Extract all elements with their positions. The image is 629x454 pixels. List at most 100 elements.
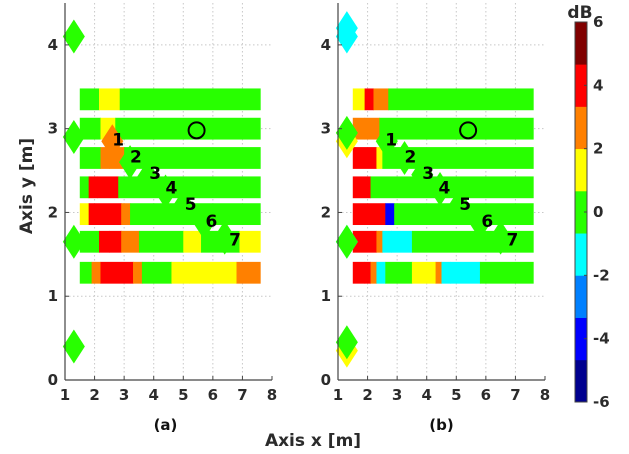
colorbar-tick-label: -2 [593, 266, 610, 284]
heatmap-cell [388, 88, 534, 111]
diamond-marker [119, 145, 142, 180]
y-axis-label: Axis y [m] [17, 138, 37, 234]
heatmap-cell [376, 261, 386, 284]
colorbar-tick-label: -4 [593, 330, 610, 348]
heatmap-cell [79, 147, 101, 169]
heatmap-rows [79, 88, 261, 284]
heatmap-cell [364, 117, 380, 140]
x-tick-label: 8 [267, 386, 277, 404]
position-number: 3 [149, 164, 161, 184]
colorbar-segment [575, 190, 587, 234]
x-tick-label: 1 [60, 386, 70, 404]
x-tick-label: 6 [481, 386, 491, 404]
heatmap-rows [352, 88, 534, 284]
diamond-marker [335, 11, 358, 46]
heatmap-cell [435, 261, 442, 284]
diamond-marker [489, 220, 512, 255]
diamond-marker [393, 140, 416, 175]
heatmap-cell [124, 147, 261, 169]
heatmap-cell [100, 261, 134, 284]
diamond-marker [136, 160, 159, 195]
y-tick-label: 0 [48, 371, 58, 389]
heatmap-cell [382, 230, 392, 253]
x-tick-label: 1 [333, 386, 343, 404]
heatmap-cell [79, 261, 93, 284]
reference-circle [187, 121, 206, 140]
position-number: 7 [507, 230, 519, 250]
heatmap-cell [411, 261, 437, 284]
diamond-marker [172, 189, 195, 224]
position-number: 4 [439, 178, 451, 198]
colorbar-segment [575, 22, 587, 65]
colorbar-tick-label: 2 [593, 140, 603, 158]
y-tick-label: 1 [321, 287, 331, 305]
heatmap-cell [385, 203, 395, 226]
colorbar-tick-label: 4 [593, 76, 603, 94]
diamond-marker [154, 174, 177, 209]
diamond-marker [468, 205, 491, 240]
position-number: 1 [112, 131, 124, 151]
heatmap-cell [352, 203, 386, 226]
x-tick-label: 5 [451, 386, 461, 404]
position-number: 6 [481, 212, 493, 232]
heatmap-cell [379, 117, 534, 140]
panel-label: (a) [154, 416, 178, 434]
heatmap-cell [370, 176, 534, 199]
heatmap-cell [97, 176, 119, 199]
colorbar: 6 4 2 0 -2 -4 -6 [574, 13, 610, 411]
y-tick-label: 4 [321, 36, 331, 54]
position-number: 7 [229, 230, 241, 250]
x-tick-label: 4 [421, 386, 431, 404]
colorbar-tick-label: 6 [593, 13, 603, 31]
heatmap-cell [99, 230, 110, 253]
heatmap-cell [79, 88, 100, 111]
diamond-marker [335, 224, 358, 259]
position-number: 4 [166, 178, 178, 198]
heatmap-cell [91, 261, 101, 284]
heatmap-cell [100, 147, 110, 169]
heatmap-cell [385, 261, 413, 284]
heatmap-cell [141, 261, 172, 284]
heatmap-cell [352, 261, 366, 284]
heatmap-cell [79, 176, 90, 199]
colorbar-segment [575, 233, 587, 276]
colorbar-tick-label: -6 [593, 393, 610, 411]
heatmap-cell [119, 88, 261, 111]
heatmap-cell [479, 261, 534, 284]
diamond-marker [335, 115, 358, 150]
diamond-marker [429, 171, 452, 206]
heatmap-cell [450, 261, 481, 284]
heatmap-cell [79, 117, 101, 140]
position-number: 2 [130, 147, 142, 167]
colorbar-segment [575, 64, 587, 107]
heatmap-cell [352, 230, 377, 253]
heatmap-cell [352, 88, 366, 111]
panel-label: (b) [429, 416, 453, 434]
heatmap-cell [133, 261, 143, 284]
colorbar-segment [575, 275, 587, 318]
heatmap-cell [373, 88, 389, 111]
heatmap-cell [109, 230, 122, 253]
heatmap-cell [79, 230, 100, 253]
x-tick-label: 4 [148, 386, 158, 404]
heatmap-cell [441, 261, 451, 284]
x-tick-label: 8 [540, 386, 550, 404]
position-number: 5 [185, 195, 197, 215]
position-number: 6 [205, 212, 217, 232]
x-tick-label: 7 [237, 386, 247, 404]
diamond-marker [62, 19, 85, 54]
diamond-marker [375, 124, 398, 159]
y-tick-label: 1 [48, 287, 58, 305]
heatmap-cell [171, 261, 190, 284]
heatmap-cell [370, 261, 377, 284]
heatmap-cell [121, 203, 131, 226]
position-number: 1 [385, 131, 397, 151]
heatmap-cell [138, 230, 184, 253]
x-tick-label: 3 [119, 386, 129, 404]
heatmap-cell [236, 261, 261, 284]
heatmap-cell [239, 230, 261, 253]
y-tick-label: 3 [48, 120, 58, 138]
heatmap-cell [364, 261, 372, 284]
